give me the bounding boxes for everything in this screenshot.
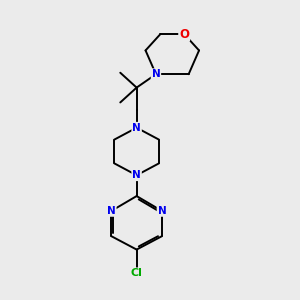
Text: N: N (132, 170, 141, 180)
Text: N: N (107, 206, 116, 216)
Text: N: N (158, 206, 166, 216)
Text: N: N (132, 123, 141, 133)
Text: O: O (179, 28, 189, 40)
Text: Cl: Cl (131, 268, 142, 278)
Text: N: N (152, 69, 160, 79)
